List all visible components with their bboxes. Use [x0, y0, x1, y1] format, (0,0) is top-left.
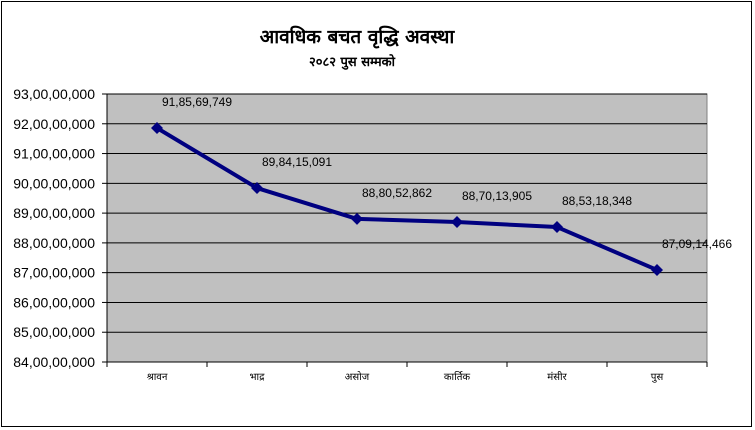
y-tick-label: 90,00,00,000	[13, 175, 95, 191]
y-tick-label: 87,00,00,000	[13, 265, 95, 281]
gridlines	[107, 93, 707, 333]
data-point-marker	[451, 216, 463, 229]
y-axis: 84,00,00,000 85,00,00,000 86,00,00,000 87,0…	[13, 86, 108, 370]
data-point-marker	[151, 122, 163, 135]
plot-area	[106, 93, 708, 363]
y-tick-label: 86,00,00,000	[13, 294, 95, 310]
data-label: 88,70,13,905	[462, 189, 532, 203]
y-tick-label: 93,00,00,000	[13, 86, 95, 102]
data-labels: 91,85,69,749 89,84,15,091 88,80,52,862 88,7…	[162, 95, 732, 251]
y-tick-label: 84,00,00,000	[13, 354, 95, 370]
series-line	[155, 126, 658, 272]
data-label: 91,85,69,749	[162, 95, 232, 109]
data-point-marker	[351, 212, 363, 225]
x-tick-label: श्रावन	[147, 372, 168, 383]
y-tick-label: 88,00,00,000	[13, 235, 95, 251]
x-axis: श्रावन भाद्र असोज कार्तिक मंसीर पुस	[106, 361, 708, 383]
chart-subtitle: २०८२ पुस सम्मको	[309, 54, 396, 70]
y-tick-label: 92,00,00,000	[13, 116, 95, 132]
x-tick-label: भाद्र	[250, 372, 266, 383]
data-label: 87,09,14,466	[662, 237, 732, 251]
x-tick-label: मंसीर	[547, 371, 567, 383]
y-tick-label: 91,00,00,000	[13, 146, 95, 162]
y-tick-label: 89,00,00,000	[13, 205, 95, 221]
data-label: 89,84,15,091	[262, 155, 332, 169]
data-label: 88,80,52,862	[362, 186, 432, 200]
data-point-marker	[551, 221, 563, 234]
x-tick-label: कार्तिक	[444, 371, 471, 383]
series	[151, 122, 663, 276]
y-tick-label: 85,00,00,000	[13, 324, 95, 340]
chart-title: आवधिक बचत वृद्धि अवस्था	[260, 25, 456, 49]
data-point-marker	[251, 182, 263, 195]
data-point-marker	[651, 263, 663, 276]
x-tick-label: पुस	[651, 372, 664, 383]
x-tick-label: असोज	[345, 371, 370, 383]
data-label: 88,53,18,348	[562, 194, 632, 208]
